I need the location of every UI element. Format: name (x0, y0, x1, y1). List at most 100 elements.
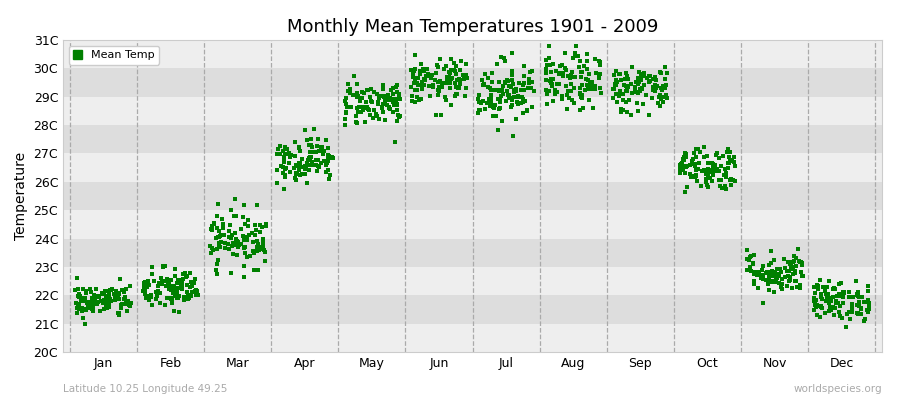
Point (355, 89, 369, 95)
Point (728, 163, 742, 170)
Y-axis label: Temperature: Temperature (14, 152, 28, 240)
Point (320, 156, 335, 163)
Point (608, 76, 623, 83)
Point (412, 68, 427, 74)
Point (810, 302, 824, 308)
Point (572, 91, 587, 98)
Point (97, 288, 112, 294)
Point (302, 142, 316, 148)
Point (714, 177, 728, 183)
Point (613, 90, 627, 96)
Point (423, 74, 437, 81)
Point (744, 253, 759, 259)
Point (103, 296, 117, 302)
Point (705, 169, 719, 175)
Point (307, 126, 321, 132)
Point (356, 106, 370, 113)
Point (370, 91, 384, 98)
Point (624, 81, 638, 88)
Point (216, 221, 230, 227)
Point (505, 102, 519, 108)
Point (72, 300, 86, 307)
Point (762, 275, 777, 281)
Point (538, 56, 553, 63)
Point (772, 280, 787, 286)
Point (364, 98, 379, 105)
Point (430, 78, 445, 85)
Point (367, 88, 382, 95)
Point (136, 288, 150, 294)
Point (188, 288, 202, 294)
Point (74, 297, 88, 303)
Point (817, 310, 832, 316)
Point (154, 274, 168, 281)
Point (837, 288, 851, 295)
Point (774, 268, 788, 275)
Point (774, 284, 788, 290)
Point (778, 274, 792, 280)
Point (649, 77, 663, 84)
Point (222, 222, 237, 228)
Point (829, 300, 843, 306)
Point (852, 294, 867, 300)
Point (589, 86, 603, 92)
Point (553, 63, 567, 69)
Point (418, 73, 433, 80)
Point (656, 94, 670, 100)
Point (220, 241, 235, 248)
Point (386, 102, 400, 108)
Point (653, 84, 668, 91)
Point (317, 148, 331, 154)
Point (203, 243, 218, 249)
Point (822, 300, 836, 306)
Point (298, 127, 312, 133)
Point (628, 84, 643, 90)
Point (300, 180, 314, 186)
Point (620, 84, 634, 90)
Point (608, 80, 623, 87)
Point (654, 96, 669, 103)
Point (413, 71, 428, 78)
Point (706, 169, 720, 176)
Point (86, 306, 100, 312)
Point (85, 301, 99, 308)
Point (449, 91, 464, 98)
Point (251, 242, 266, 248)
Point (415, 86, 429, 92)
Point (539, 70, 554, 76)
Point (677, 154, 691, 160)
Point (471, 110, 485, 116)
Point (591, 58, 606, 64)
Point (565, 74, 580, 80)
Point (390, 82, 404, 89)
Point (771, 272, 786, 279)
Point (580, 86, 595, 92)
Point (478, 106, 492, 112)
Point (240, 254, 255, 260)
Point (181, 292, 195, 299)
Point (407, 80, 421, 86)
Point (835, 294, 850, 301)
Point (78, 290, 93, 296)
Point (860, 309, 875, 316)
Point (371, 100, 385, 107)
Point (781, 272, 796, 279)
Point (538, 87, 553, 93)
Point (384, 96, 399, 102)
Point (390, 89, 404, 96)
Point (629, 79, 643, 85)
Point (385, 109, 400, 115)
Bar (63, 68, 882, 97)
Point (607, 86, 621, 92)
Point (652, 92, 667, 98)
Point (288, 175, 302, 182)
Point (814, 291, 828, 298)
Point (375, 82, 390, 88)
Point (789, 284, 804, 290)
Point (764, 260, 778, 266)
Point (784, 261, 798, 267)
Point (832, 280, 846, 287)
Point (501, 94, 516, 101)
Point (680, 163, 694, 169)
Point (386, 91, 400, 97)
